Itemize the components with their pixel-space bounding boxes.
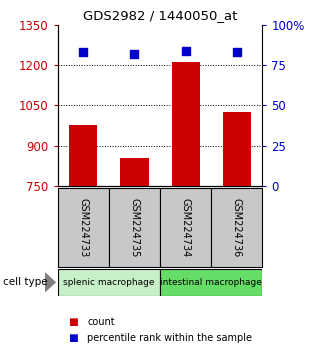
Point — [183, 48, 188, 53]
Bar — [58, 269, 160, 296]
Text: ■: ■ — [68, 317, 78, 327]
Text: GSM224733: GSM224733 — [78, 198, 88, 257]
Point — [234, 49, 239, 55]
Text: splenic macrophage: splenic macrophage — [63, 278, 155, 287]
Bar — [58, 188, 109, 267]
Text: intestinal macrophage: intestinal macrophage — [160, 278, 262, 287]
Bar — [69, 125, 97, 186]
Polygon shape — [45, 272, 56, 293]
Bar — [120, 158, 148, 186]
Bar — [211, 188, 262, 267]
Text: count: count — [87, 317, 115, 327]
Text: percentile rank within the sample: percentile rank within the sample — [87, 333, 252, 343]
Bar — [223, 112, 251, 186]
Bar — [160, 188, 211, 267]
Title: GDS2982 / 1440050_at: GDS2982 / 1440050_at — [83, 9, 237, 22]
Bar — [109, 188, 160, 267]
Text: GSM224734: GSM224734 — [181, 198, 191, 257]
Bar — [160, 269, 262, 296]
Point — [81, 49, 86, 55]
Text: GSM224736: GSM224736 — [232, 198, 242, 257]
Text: GSM224735: GSM224735 — [129, 198, 140, 257]
Text: ■: ■ — [68, 333, 78, 343]
Text: cell type: cell type — [3, 277, 48, 287]
Bar — [172, 62, 200, 186]
Point — [132, 51, 137, 57]
